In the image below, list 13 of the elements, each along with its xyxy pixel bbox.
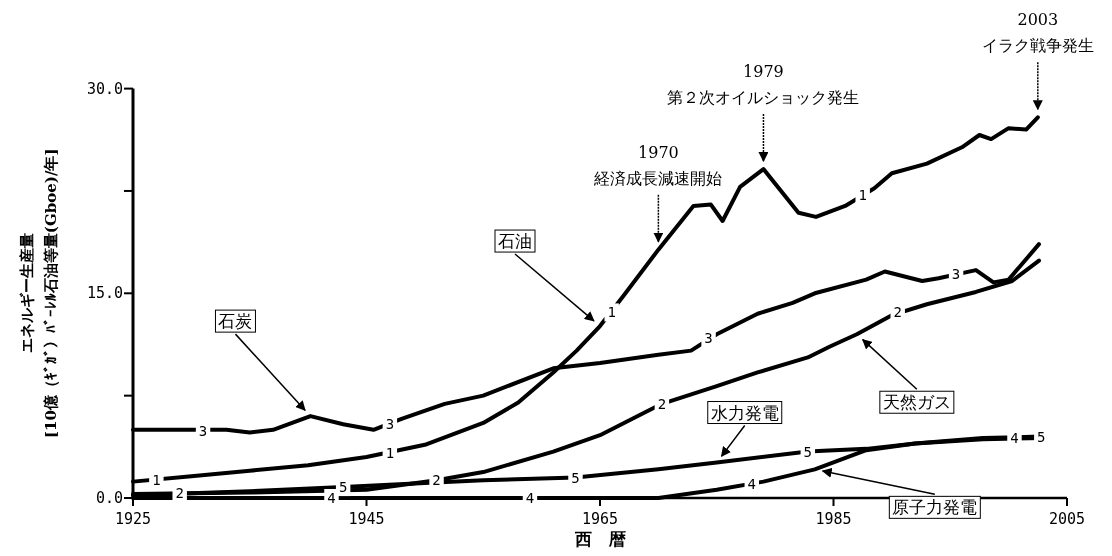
y-tick-label: 30.0 — [86, 79, 123, 98]
x-tick-label: 1965 — [581, 510, 619, 528]
x-tick-label: 1925 — [114, 510, 152, 528]
x-axis-title: 西 暦 — [573, 529, 626, 549]
y-tick-label: 0.0 — [95, 489, 123, 507]
x-tick-label: 1985 — [815, 510, 852, 528]
x-tick-label: 2005 — [1048, 510, 1086, 528]
y-tick-label: 15.0 — [86, 284, 123, 303]
annotation: 2003 イラク戦争発生 — [981, 10, 1094, 56]
annotation: 1970 経済成長減速開始 — [593, 142, 723, 188]
x-tick-label: 1945 — [348, 510, 385, 528]
y-axis-title: エネルギー生産量 [10億（ｷﾞｶﾞ）ﾊﾞｰﾚﾙ石油等量(Gboe)/年] — [18, 148, 60, 439]
annotation: 1979 第２次オイルショック発生 — [667, 62, 860, 108]
